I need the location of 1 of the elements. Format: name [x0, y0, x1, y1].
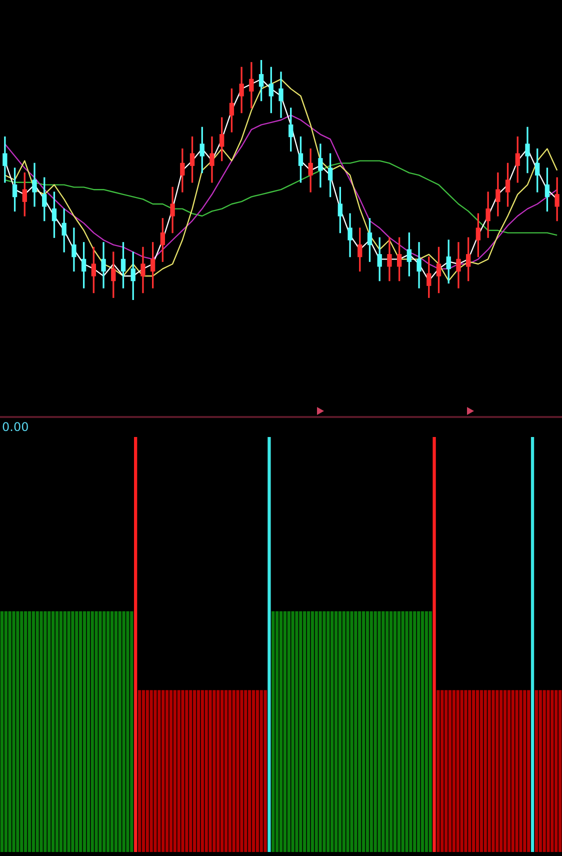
text: 0.00: [2, 420, 29, 434]
